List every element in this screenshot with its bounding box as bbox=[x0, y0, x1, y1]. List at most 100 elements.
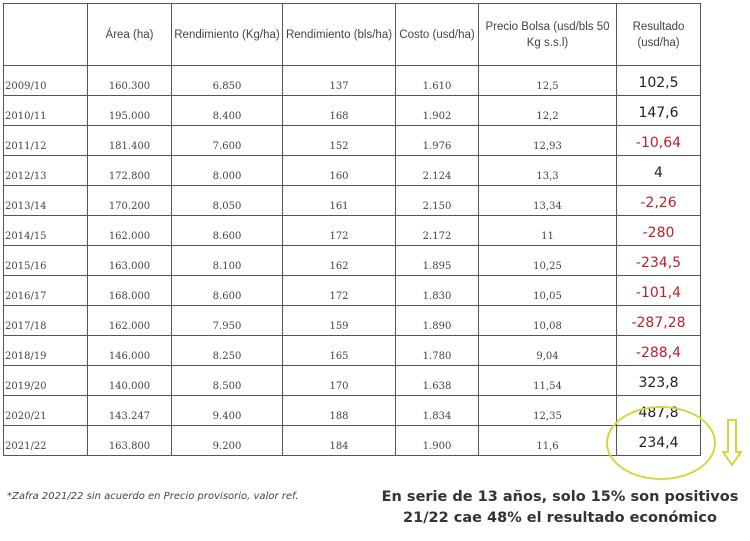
cell-cost: 1.610 bbox=[395, 65, 479, 96]
cell-result: 4 bbox=[616, 155, 701, 186]
cell-yield-bls: 162 bbox=[282, 245, 396, 276]
cell-area: 172.800 bbox=[87, 155, 172, 186]
cell-price: 11,6 bbox=[478, 425, 617, 456]
header-year bbox=[3, 3, 88, 66]
cell-year: 2011/12 bbox=[3, 125, 88, 156]
cell-yield-kg: 9.200 bbox=[171, 425, 283, 456]
cell-yield-kg: 8.100 bbox=[171, 245, 283, 276]
cell-cost: 1.976 bbox=[395, 125, 479, 156]
cell-yield-kg: 8.400 bbox=[171, 95, 283, 126]
cell-cost: 2.124 bbox=[395, 155, 479, 186]
cell-price: 13,34 bbox=[478, 185, 617, 216]
cell-area: 162.000 bbox=[87, 215, 172, 246]
cell-yield-kg: 7.950 bbox=[171, 305, 283, 336]
cell-yield-bls: 165 bbox=[282, 335, 396, 366]
cell-year: 2018/19 bbox=[3, 335, 88, 366]
cell-area: 181.400 bbox=[87, 125, 172, 156]
cell-yield-kg: 8.600 bbox=[171, 215, 283, 246]
cell-price: 10,08 bbox=[478, 305, 617, 336]
cell-year: 2012/13 bbox=[3, 155, 88, 186]
header-area: Área (ha) bbox=[87, 3, 172, 66]
header-price: Precio Bolsa (usd/bls 50 Kg s.s.l) bbox=[478, 3, 617, 66]
cell-result: -287,28 bbox=[616, 305, 701, 336]
table-row: 2015/16 163.000 8.100 162 1.895 10,25 -234,5 bbox=[3, 245, 701, 276]
footnote: *Zafra 2021/22 sin acuerdo en Precio pro… bbox=[7, 491, 299, 502]
header-row: Área (ha) Rendimiento (Kg/ha) Rendimient… bbox=[3, 3, 701, 66]
cell-area: 143.247 bbox=[87, 395, 172, 426]
cell-result: 323,8 bbox=[616, 365, 701, 396]
ellipse-highlight bbox=[606, 406, 716, 480]
cell-yield-bls: 137 bbox=[282, 65, 396, 96]
cell-area: 163.000 bbox=[87, 245, 172, 276]
cell-cost: 1.830 bbox=[395, 275, 479, 306]
cell-area: 168.000 bbox=[87, 275, 172, 306]
cell-yield-bls: 172 bbox=[282, 215, 396, 246]
cell-result: 102,5 bbox=[616, 65, 701, 96]
header-yield-bls: Rendimiento (bls/ha) bbox=[282, 3, 396, 66]
table-row: 2016/17 168.000 8.600 172 1.830 10,05 -101,4 bbox=[3, 275, 701, 306]
cell-result: -2,26 bbox=[616, 185, 701, 216]
cell-year: 2010/11 bbox=[3, 95, 88, 126]
cell-price: 11 bbox=[478, 215, 617, 246]
cell-result: -288,4 bbox=[616, 335, 701, 366]
cell-price: 11,54 bbox=[478, 365, 617, 396]
cell-yield-bls: 184 bbox=[282, 425, 396, 456]
cell-cost: 1.890 bbox=[395, 305, 479, 336]
cell-price: 10,05 bbox=[478, 275, 617, 306]
summary-text: En serie de 13 años, solo 15% son positi… bbox=[370, 487, 750, 529]
cell-yield-kg: 7.600 bbox=[171, 125, 283, 156]
table-row: 2020/21 143.247 9.400 188 1.834 12,35 487,8 bbox=[3, 395, 701, 426]
cell-yield-kg: 8.250 bbox=[171, 335, 283, 366]
cell-price: 9,04 bbox=[478, 335, 617, 366]
cell-area: 162.000 bbox=[87, 305, 172, 336]
cell-year: 2020/21 bbox=[3, 395, 88, 426]
header-cost: Costo (usd/ha) bbox=[395, 3, 479, 66]
cell-yield-bls: 168 bbox=[282, 95, 396, 126]
cell-area: 163.800 bbox=[87, 425, 172, 456]
cell-year: 2019/20 bbox=[3, 365, 88, 396]
cell-year: 2016/17 bbox=[3, 275, 88, 306]
cell-yield-kg: 9.400 bbox=[171, 395, 283, 426]
cell-area: 146.000 bbox=[87, 335, 172, 366]
table-row: 2012/13 172.800 8.000 160 2.124 13,3 4 bbox=[3, 155, 701, 186]
cell-area: 160.300 bbox=[87, 65, 172, 96]
cell-yield-kg: 8.500 bbox=[171, 365, 283, 396]
header-yield-kg: Rendimiento (Kg/ha) bbox=[171, 3, 283, 66]
cell-price: 13,3 bbox=[478, 155, 617, 186]
cell-yield-bls: 172 bbox=[282, 275, 396, 306]
cell-cost: 1.638 bbox=[395, 365, 479, 396]
cell-yield-bls: 188 bbox=[282, 395, 396, 426]
cell-price: 12,35 bbox=[478, 395, 617, 426]
cell-yield-kg: 8.050 bbox=[171, 185, 283, 216]
cell-yield-kg: 6.850 bbox=[171, 65, 283, 96]
results-table: Área (ha) Rendimiento (Kg/ha) Rendimient… bbox=[3, 3, 701, 456]
cell-area: 195.000 bbox=[87, 95, 172, 126]
cell-result: -10,64 bbox=[616, 125, 701, 156]
cell-result: -234,5 bbox=[616, 245, 701, 276]
cell-cost: 2.172 bbox=[395, 215, 479, 246]
table-row: 2013/14 170.200 8.050 161 2.150 13,34 -2,26 bbox=[3, 185, 701, 216]
table-row: 2010/11 195.000 8.400 168 1.902 12,2 147,6 bbox=[3, 95, 701, 126]
table-row: 2017/18 162.000 7.950 159 1.890 10,08 -287,28 bbox=[3, 305, 701, 336]
table-row: 2011/12 181.400 7.600 152 1.976 12,93 -10,64 bbox=[3, 125, 701, 156]
cell-yield-bls: 159 bbox=[282, 305, 396, 336]
table-row: 2009/10 160.300 6.850 137 1.610 12,5 102,5 bbox=[3, 65, 701, 96]
cell-result: 147,6 bbox=[616, 95, 701, 126]
cell-result: -101,4 bbox=[616, 275, 701, 306]
cell-cost: 2.150 bbox=[395, 185, 479, 216]
cell-result: -280 bbox=[616, 215, 701, 246]
cell-yield-kg: 8.600 bbox=[171, 275, 283, 306]
table-row: 2019/20 140.000 8.500 170 1.638 11,54 323,8 bbox=[3, 365, 701, 396]
cell-year: 2017/18 bbox=[3, 305, 88, 336]
cell-year: 2021/22 bbox=[3, 425, 88, 456]
cell-area: 140.000 bbox=[87, 365, 172, 396]
down-arrow-icon bbox=[722, 419, 742, 467]
table-row: 2021/22 163.800 9.200 184 1.900 11,6 234,4 bbox=[3, 425, 701, 456]
header-result: Resultado (usd/ha) bbox=[616, 3, 701, 66]
cell-year: 2014/15 bbox=[3, 215, 88, 246]
cell-price: 12,2 bbox=[478, 95, 617, 126]
cell-price: 12,93 bbox=[478, 125, 617, 156]
cell-cost: 1.902 bbox=[395, 95, 479, 126]
cell-cost: 1.834 bbox=[395, 395, 479, 426]
cell-year: 2015/16 bbox=[3, 245, 88, 276]
